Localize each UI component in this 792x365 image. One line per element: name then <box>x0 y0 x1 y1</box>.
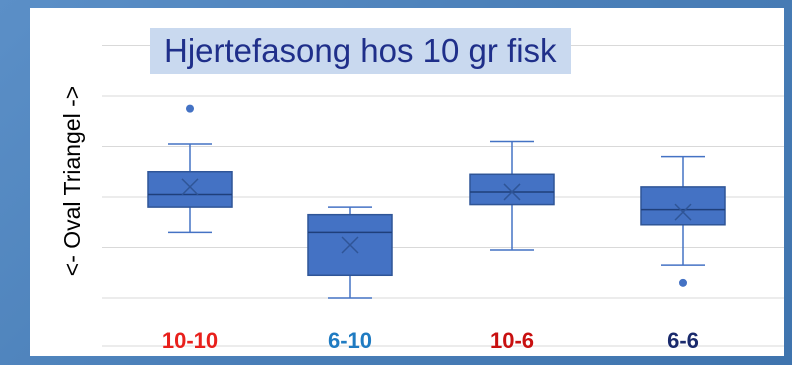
chart-panel: Hjertefasong hos 10 gr fisk <- Oval Tria… <box>30 8 784 356</box>
y-axis-label: <- Oval Triangel -> <box>59 85 85 277</box>
mean-marker-b-6-10 <box>341 236 359 254</box>
category-label-6-10: 6-10 <box>327 328 373 353</box>
mean-marker-b-10-10 <box>181 178 199 196</box>
box-6-6 <box>640 186 726 226</box>
chart-title: Hjertefasong hos 10 gr fisk <box>150 28 571 74</box>
category-label-10-6: 10-6 <box>489 328 535 353</box>
category-label-6-6: 6-6 <box>667 328 699 353</box>
box-10-10 <box>147 171 233 208</box>
outlier-point-6-6-0 <box>679 278 687 287</box>
mean-marker-b-10-6 <box>503 183 521 201</box>
category-label-10-10: 10-10 <box>161 328 219 353</box>
mean-marker-b-6-6 <box>674 203 692 221</box>
box-10-6 <box>469 173 555 206</box>
outlier-point-10-10-0 <box>186 104 194 113</box>
